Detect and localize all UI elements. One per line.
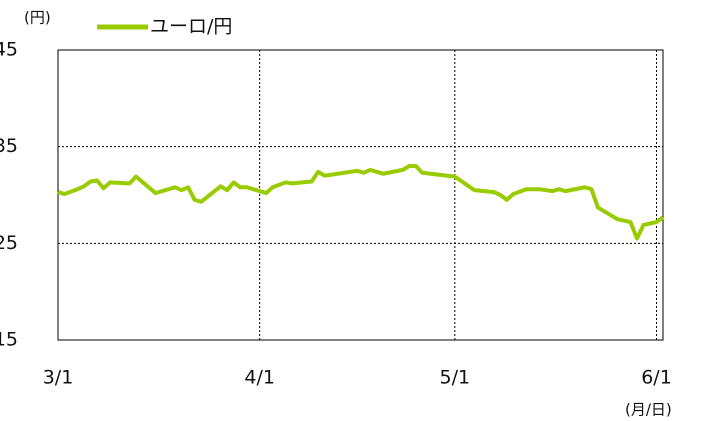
y-tick-label: 145 — [0, 39, 18, 61]
x-tick-label: 5/1 — [440, 367, 471, 389]
legend-label: ユーロ/円 — [150, 16, 232, 38]
y-tick-label: 125 — [0, 232, 18, 254]
line — [57, 164, 665, 241]
x-tick-label: 4/1 — [244, 367, 275, 389]
x-tick-label: 3/1 — [43, 367, 74, 389]
y-tick-label: 115 — [0, 329, 18, 351]
y-unit: (円) — [24, 9, 51, 27]
x-unit: (月/日) — [625, 401, 672, 419]
y-tick-label: 135 — [0, 135, 18, 157]
plot-frame — [57, 49, 664, 341]
x-tick-label: 6/1 — [641, 367, 672, 389]
